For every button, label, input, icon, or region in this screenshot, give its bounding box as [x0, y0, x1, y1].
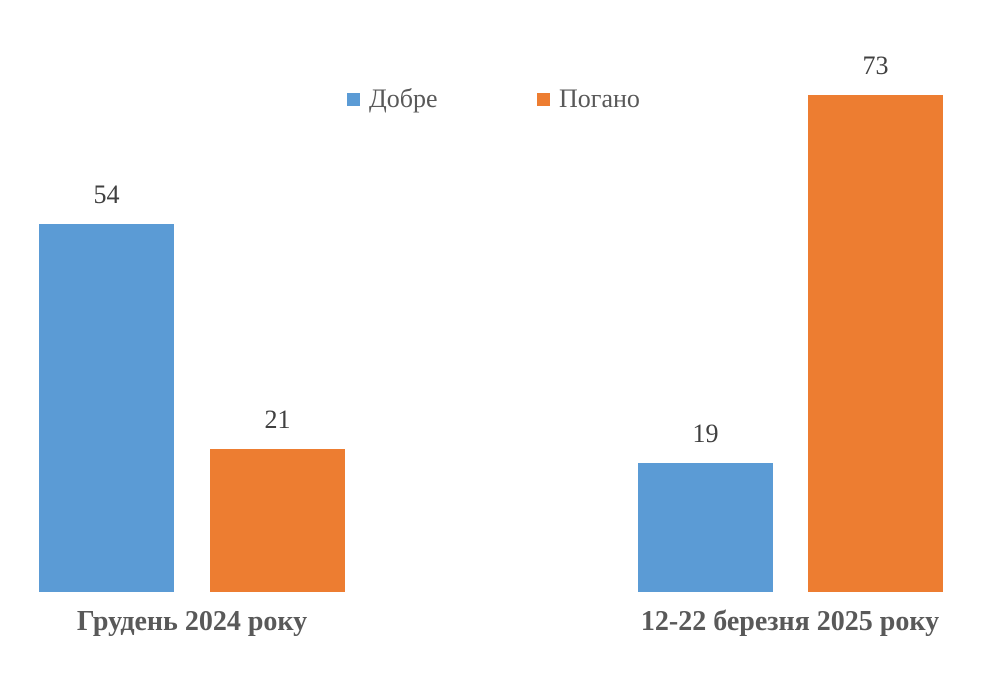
category-label-december-2024: Грудень 2024 року — [76, 606, 308, 637]
bar-value-label: 73 — [862, 51, 889, 80]
bar-добре-group1[interactable] — [39, 224, 174, 592]
legend-item-dobre[interactable]: Добре — [347, 84, 438, 114]
bar-value-label: 54 — [93, 180, 120, 209]
legend-item-pogano[interactable]: Погано — [537, 84, 640, 114]
bar-добре-group2[interactable] — [638, 463, 773, 592]
legend-label-dobre: Добре — [369, 84, 438, 113]
bar-погано-group2[interactable] — [808, 95, 943, 592]
bar-погано-group1[interactable] — [210, 449, 345, 592]
bar-value-label: 19 — [692, 419, 719, 448]
legend-swatch-blue-icon — [347, 92, 360, 106]
category-label-march-2025: 12-22 березня 2025 року — [640, 606, 940, 637]
bar-value-label: 21 — [264, 405, 291, 434]
legend-swatch-orange-icon — [537, 92, 550, 106]
legend-label-pogano: Погано — [559, 84, 640, 113]
